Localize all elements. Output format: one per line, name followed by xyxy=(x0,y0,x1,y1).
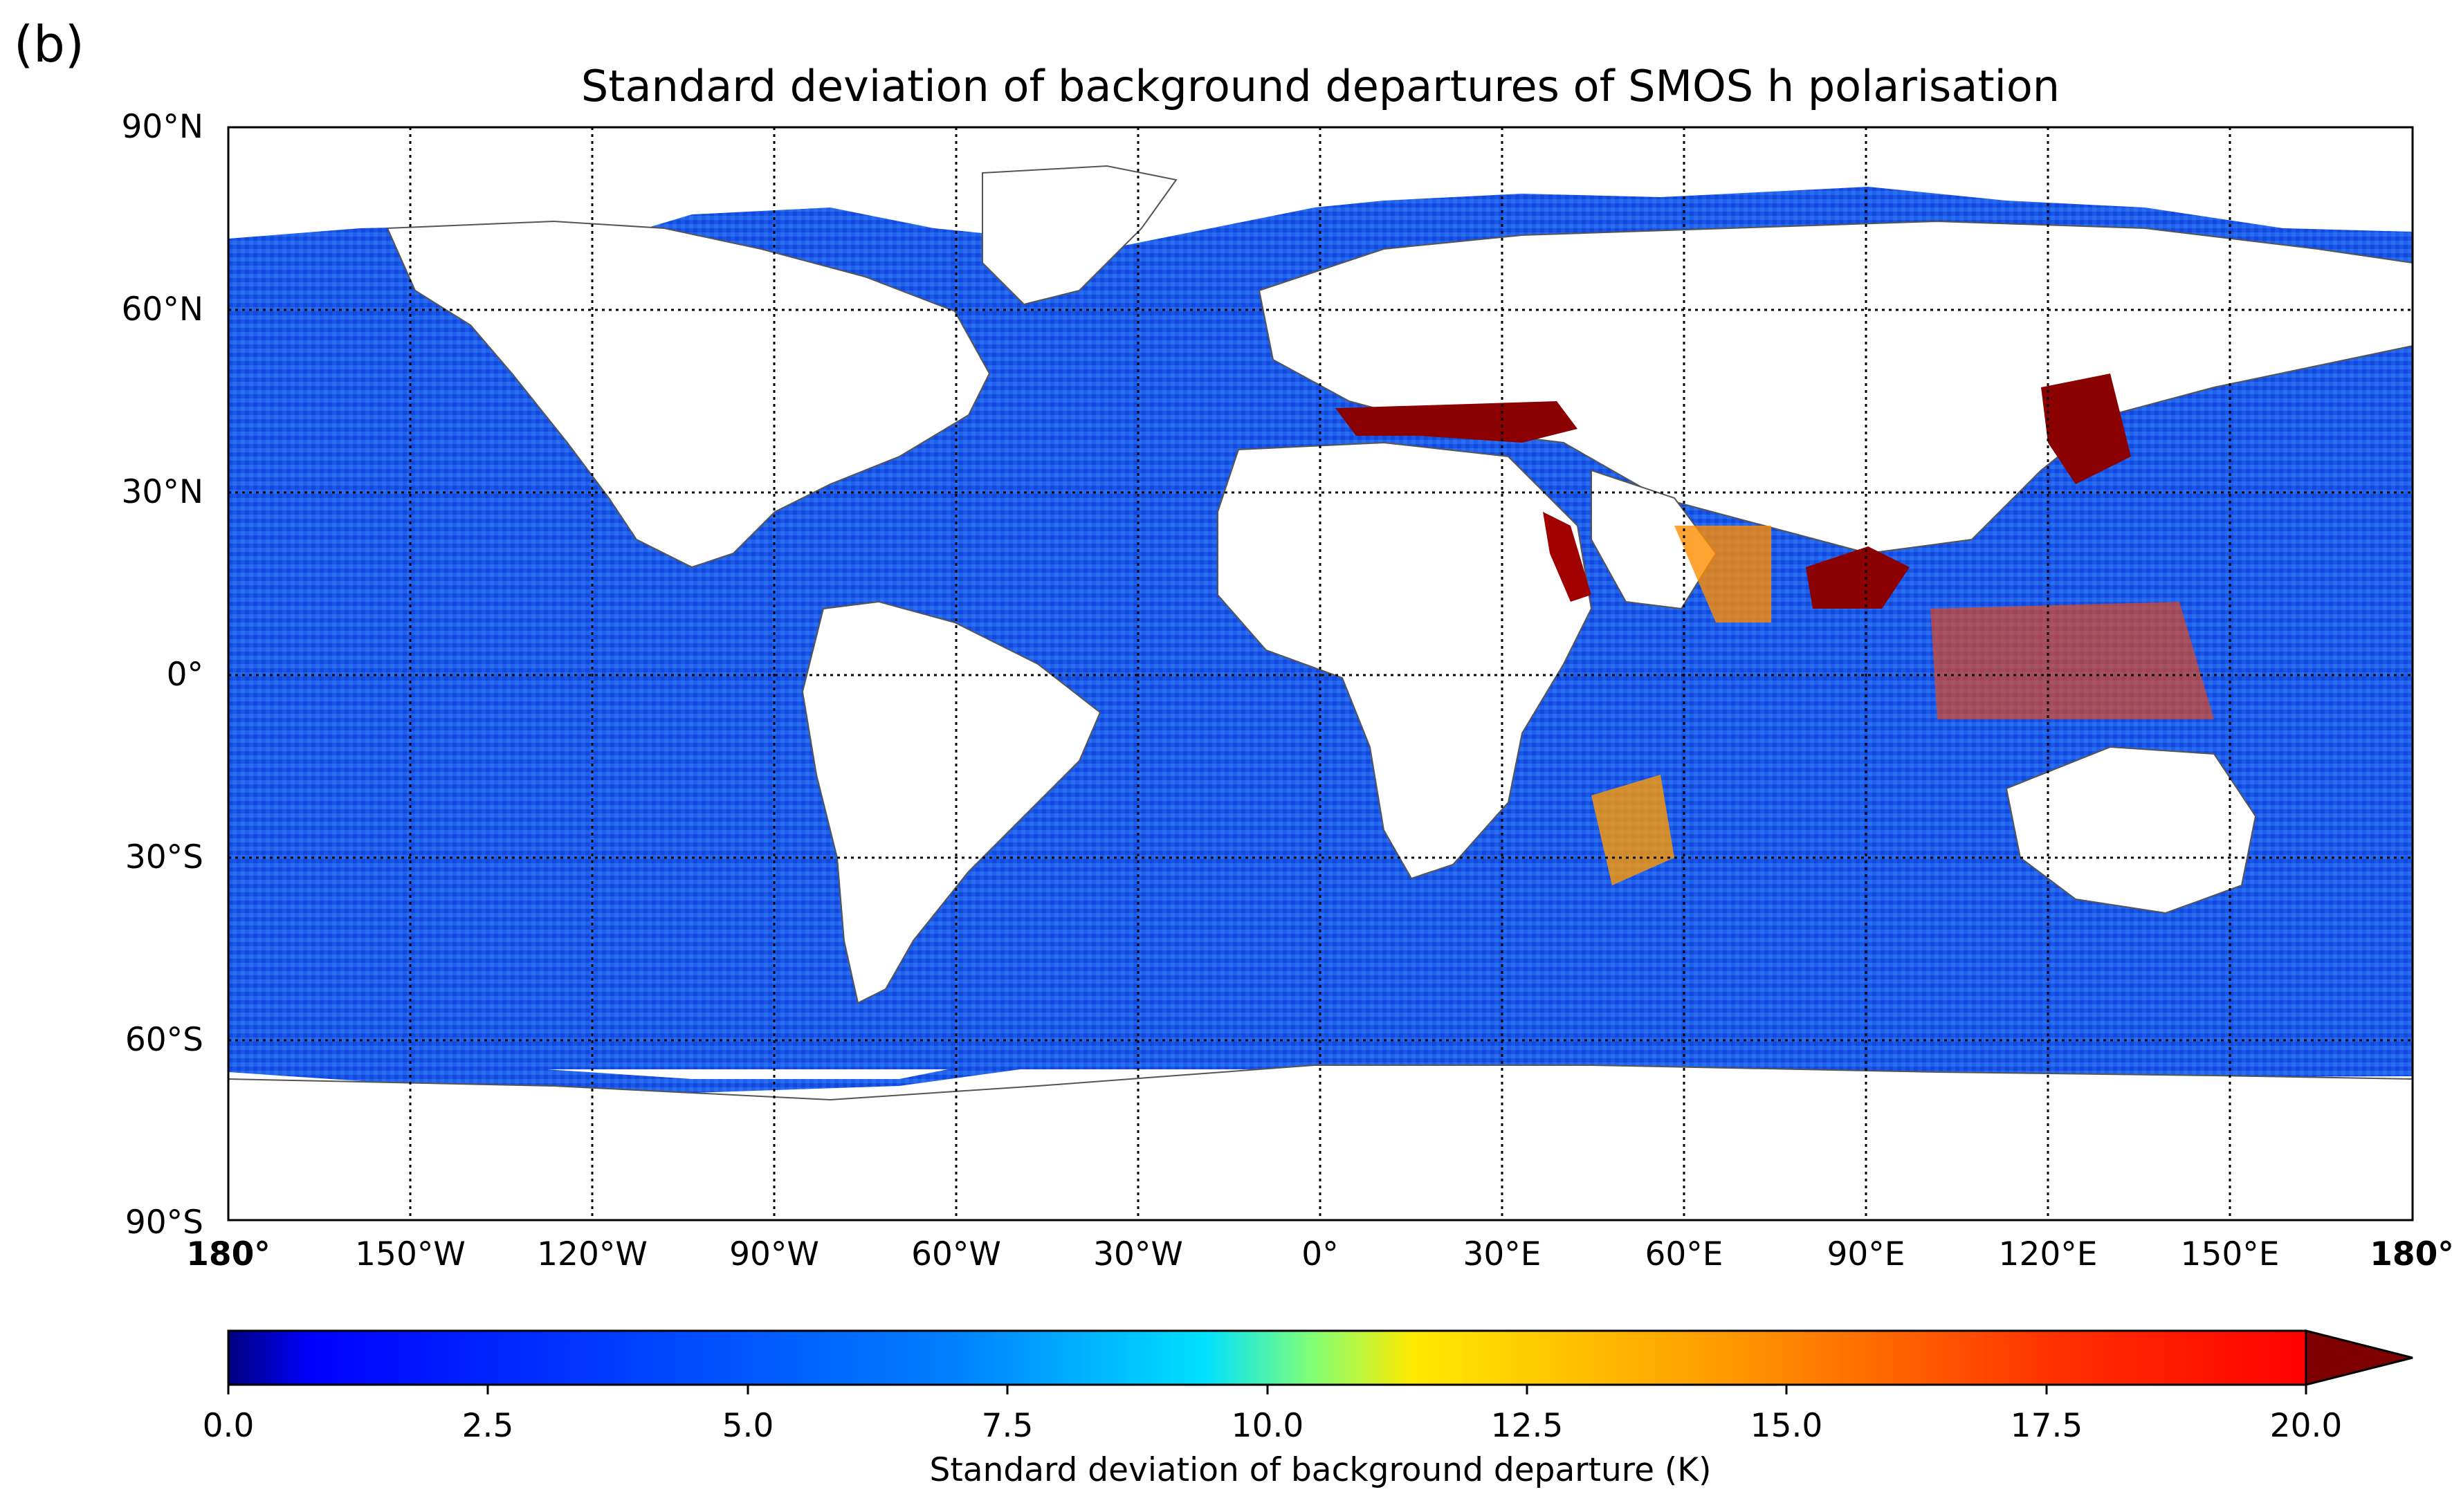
map xyxy=(228,127,2413,1220)
lon-label-30e: 30°E xyxy=(1463,1235,1541,1273)
colorbar-extend-arrow xyxy=(2305,1329,2413,1386)
colorbar-tick-6: 15.0 xyxy=(1750,1407,1823,1445)
lon-label-90e: 90°E xyxy=(1827,1235,1905,1273)
lon-label-0: 0° xyxy=(1301,1235,1339,1273)
lon-label-150w: 150°W xyxy=(355,1235,466,1273)
colorbar-tick-3: 7.5 xyxy=(981,1407,1034,1445)
colorbar-tick-4: 10.0 xyxy=(1231,1407,1304,1445)
colorbar xyxy=(227,1329,2413,1394)
lat-label-30s: 30°S xyxy=(125,838,203,876)
south-america xyxy=(801,600,1101,1004)
hotspot-bay-of-bengal xyxy=(1806,546,1910,609)
colorbar-tick-0: 0.0 xyxy=(202,1407,255,1445)
colorbar-label: Standard deviation of background departu… xyxy=(929,1451,1712,1489)
lon-label-180e: 180° xyxy=(2370,1235,2454,1273)
north-america xyxy=(386,220,991,569)
colorbar-tick-2: 5.0 xyxy=(722,1407,774,1445)
gridlines xyxy=(228,127,2413,1220)
lon-label-180w: 180° xyxy=(186,1235,271,1273)
hotspot-red-sea xyxy=(1543,512,1591,602)
hotspots xyxy=(1335,374,2214,885)
lon-label-120e: 120°E xyxy=(1998,1235,2098,1273)
lat-label-30n: 30°N xyxy=(121,473,203,511)
lon-label-90w: 90°W xyxy=(729,1235,819,1273)
lat-label-60s: 60°S xyxy=(125,1021,203,1059)
australia xyxy=(2005,746,2257,914)
lon-label-60e: 60°E xyxy=(1645,1235,1723,1273)
colorbar-tick-5: 12.5 xyxy=(1490,1407,1564,1445)
lon-label-30w: 30°W xyxy=(1093,1235,1183,1273)
africa xyxy=(1217,441,1593,880)
lat-label-60n: 60°N xyxy=(121,291,203,329)
colorbar-ticks xyxy=(227,1385,2307,1394)
colorbar-tick-8: 20.0 xyxy=(2269,1407,2343,1445)
colorbar-tick-1: 2.5 xyxy=(461,1407,514,1445)
map-title: Standard deviation of background departu… xyxy=(580,61,2060,111)
antarctica xyxy=(228,1064,2413,1220)
arabia xyxy=(1591,469,1717,610)
colorbar-gradient xyxy=(227,1329,2307,1386)
greenland xyxy=(982,165,1178,306)
lat-label-90s: 90°S xyxy=(125,1204,203,1242)
hotspot-east-asia xyxy=(2041,374,2131,484)
lon-label-60w: 60°W xyxy=(911,1235,1001,1273)
lon-label-120w: 120°W xyxy=(537,1235,648,1273)
hotspot-maritime-continent xyxy=(1930,602,2214,719)
lat-label-90n: 90°N xyxy=(121,108,203,146)
lat-label-0: 0° xyxy=(166,656,203,694)
panel-label: (b) xyxy=(14,15,84,73)
colorbar-tick-7: 17.5 xyxy=(2010,1407,2083,1445)
hotspot-arabian-sea xyxy=(1674,526,1771,623)
southern-ocean-coverage xyxy=(228,1038,2413,1093)
hotspot-mediterranean xyxy=(1335,401,1577,443)
lon-label-150e: 150°E xyxy=(2180,1235,2280,1273)
map-frame xyxy=(227,126,2414,1221)
